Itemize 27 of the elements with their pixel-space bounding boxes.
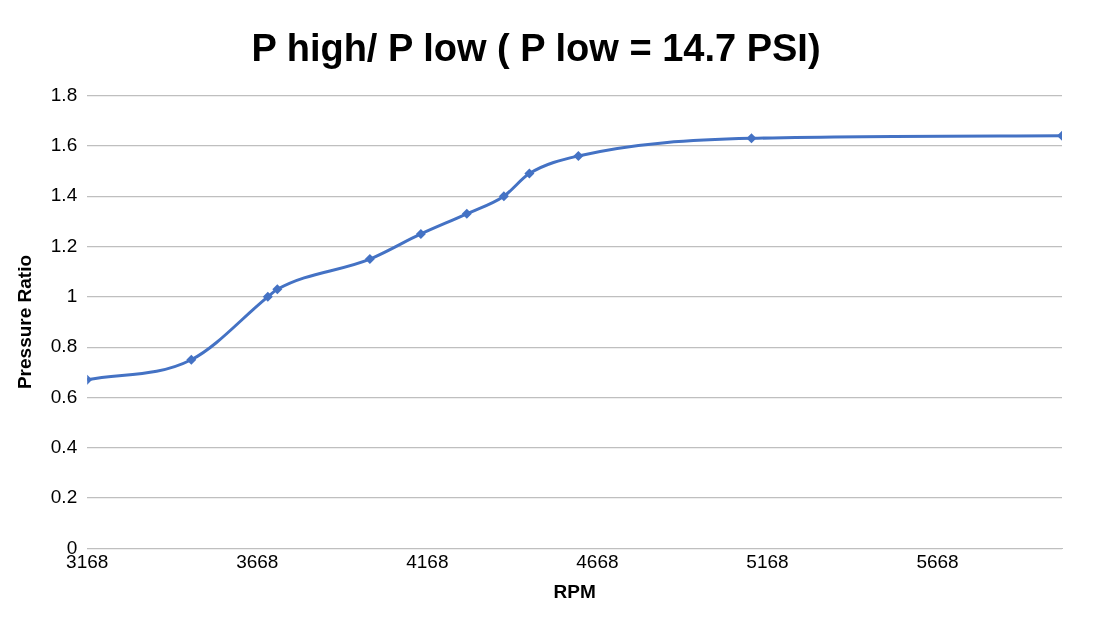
- point: [272, 284, 283, 295]
- point: [573, 150, 584, 161]
- point: [524, 168, 535, 179]
- x-tick-label: 3668: [236, 551, 279, 573]
- y-tick-label: 0.2: [50, 486, 78, 508]
- y-axis-title: Pressure Ratio: [13, 254, 35, 390]
- point: [364, 254, 375, 265]
- y-tick-label: 0.8: [50, 335, 78, 357]
- x-tick-label: 4168: [406, 551, 449, 573]
- x-axis-title: RPM: [553, 580, 596, 602]
- x-tick-label: 4668: [576, 551, 619, 573]
- point: [262, 291, 273, 302]
- y-tick-label: 1.6: [50, 134, 78, 156]
- x-tick-label: 5668: [916, 551, 959, 573]
- y-tick-label: 0.4: [50, 436, 78, 458]
- x-tick-label: 5168: [746, 551, 789, 573]
- y-tick-label: 1.2: [50, 234, 78, 256]
- point: [746, 133, 757, 144]
- y-tick-label: 0.6: [50, 385, 78, 407]
- point: [186, 354, 197, 365]
- y-tick-label: 1.4: [50, 184, 78, 206]
- point: [498, 191, 509, 202]
- y-tick-label: 1: [66, 285, 78, 307]
- y-tick-label: 1.8: [50, 83, 78, 105]
- point: [461, 208, 472, 219]
- point: [415, 228, 426, 239]
- chart-title: P high/ P low ( P low = 14.7 PSI): [251, 27, 821, 70]
